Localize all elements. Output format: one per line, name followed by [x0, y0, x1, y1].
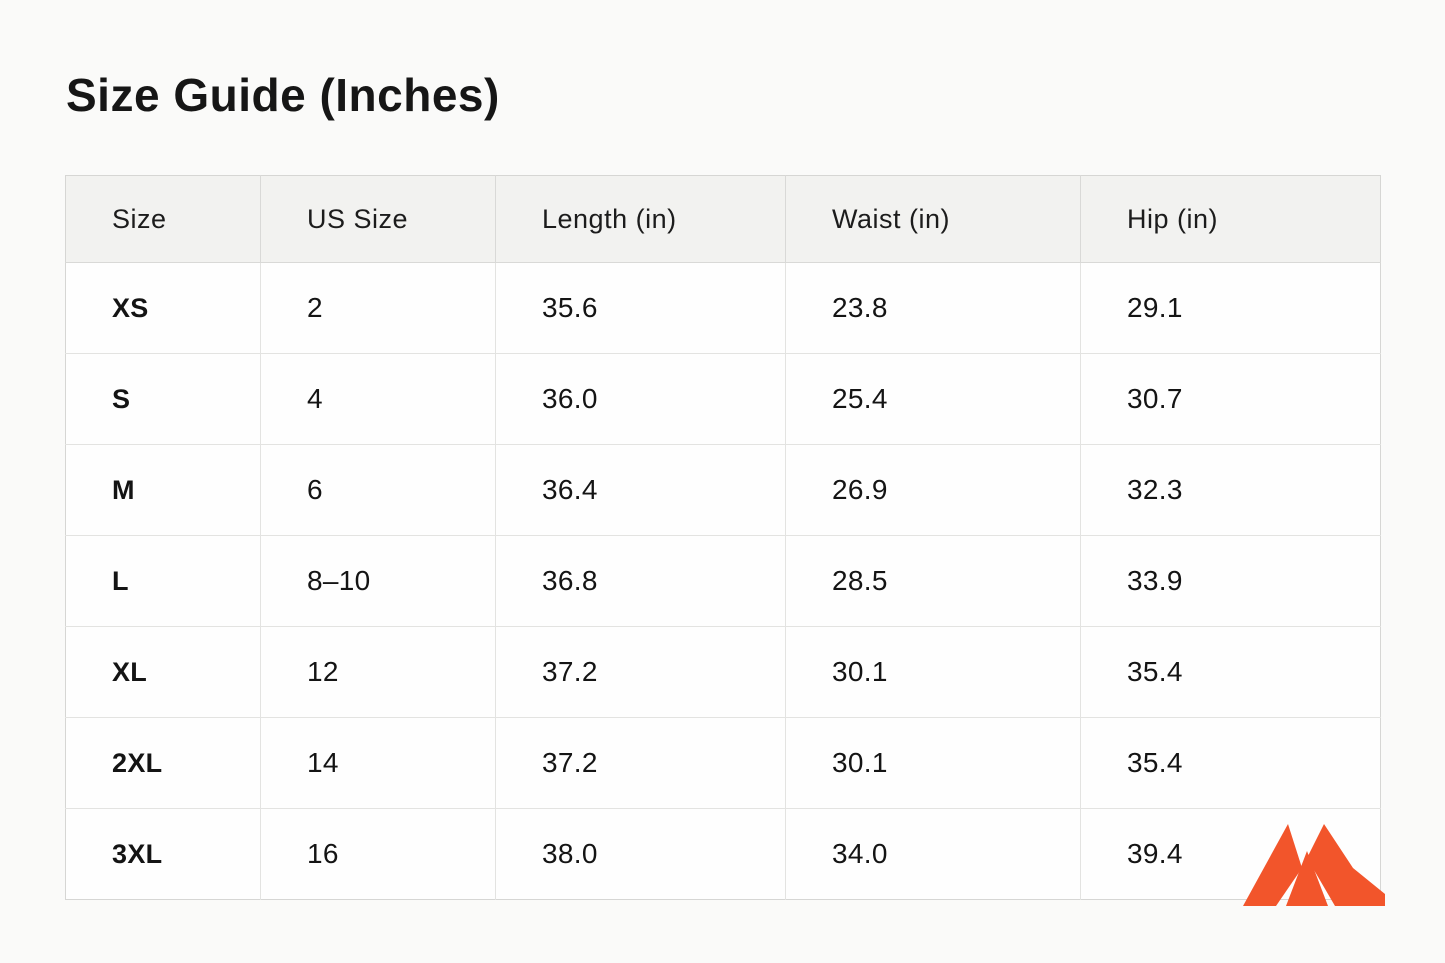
cell-length: 35.6	[495, 262, 786, 354]
cell-waist: 26.9	[785, 444, 1081, 536]
mountain-logo-icon	[1243, 824, 1385, 906]
cell-waist: 28.5	[785, 535, 1081, 627]
cell-waist: 34.0	[785, 808, 1081, 900]
cell-size: L	[65, 535, 261, 627]
cell-us-size: 2	[260, 262, 496, 354]
table-row: S 4 36.0 25.4 30.7	[65, 353, 1381, 445]
table-row: 2XL 14 37.2 30.1 35.4	[65, 717, 1381, 809]
size-guide-table: Size US Size Length (in) Waist (in) Hip …	[65, 175, 1381, 900]
table-row: L 8–10 36.8 28.5 33.9	[65, 535, 1381, 627]
cell-waist: 25.4	[785, 353, 1081, 445]
cell-hip: 35.4	[1080, 626, 1381, 718]
column-header-length: Length (in)	[495, 175, 786, 263]
cell-length: 37.2	[495, 717, 786, 809]
cell-length: 36.4	[495, 444, 786, 536]
table-row: 3XL 16 38.0 34.0 39.4	[65, 808, 1381, 900]
cell-hip: 30.7	[1080, 353, 1381, 445]
cell-us-size: 16	[260, 808, 496, 900]
cell-waist: 30.1	[785, 626, 1081, 718]
cell-hip: 33.9	[1080, 535, 1381, 627]
cell-length: 36.8	[495, 535, 786, 627]
cell-us-size: 12	[260, 626, 496, 718]
column-header-us-size: US Size	[260, 175, 496, 263]
column-header-hip: Hip (in)	[1080, 175, 1381, 263]
table-row: M 6 36.4 26.9 32.3	[65, 444, 1381, 536]
table-row: XS 2 35.6 23.8 29.1	[65, 262, 1381, 354]
cell-hip: 35.4	[1080, 717, 1381, 809]
table-header-row: Size US Size Length (in) Waist (in) Hip …	[65, 175, 1381, 263]
cell-size: XS	[65, 262, 261, 354]
table-row: XL 12 37.2 30.1 35.4	[65, 626, 1381, 718]
cell-size: XL	[65, 626, 261, 718]
cell-size: S	[65, 353, 261, 445]
cell-length: 38.0	[495, 808, 786, 900]
page-title: Size Guide (Inches)	[66, 69, 500, 121]
cell-waist: 30.1	[785, 717, 1081, 809]
cell-us-size: 14	[260, 717, 496, 809]
cell-size: M	[65, 444, 261, 536]
cell-hip: 29.1	[1080, 262, 1381, 354]
cell-size: 3XL	[65, 808, 261, 900]
column-header-size: Size	[65, 175, 261, 263]
cell-length: 36.0	[495, 353, 786, 445]
cell-hip: 32.3	[1080, 444, 1381, 536]
cell-us-size: 4	[260, 353, 496, 445]
cell-us-size: 6	[260, 444, 496, 536]
cell-waist: 23.8	[785, 262, 1081, 354]
cell-length: 37.2	[495, 626, 786, 718]
cell-us-size: 8–10	[260, 535, 496, 627]
cell-size: 2XL	[65, 717, 261, 809]
column-header-waist: Waist (in)	[785, 175, 1081, 263]
